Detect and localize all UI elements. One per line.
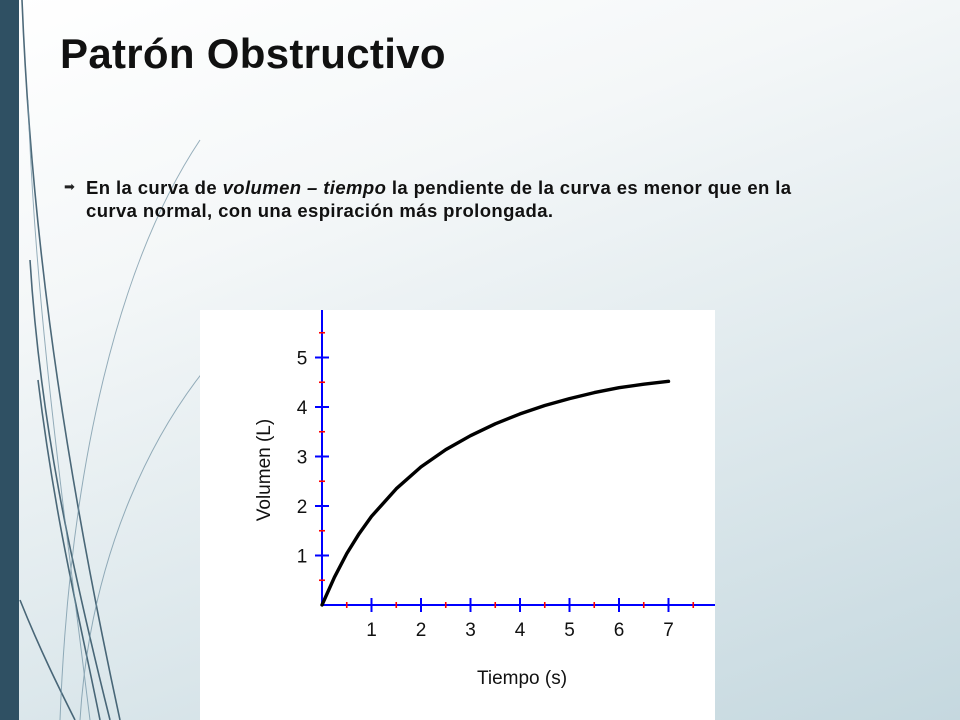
- bullet-text-part1: En la curva de: [86, 177, 223, 198]
- y-tick-label: 1: [297, 547, 308, 568]
- volume-time-chart: 1 2 3 4 5 1 2 3 4 5 6 7 Tiempo (s) Volumen (L): [254, 310, 715, 689]
- chart-axes: [321, 310, 715, 606]
- chart-container: 1 2 3 4 5 1 2 3 4 5 6 7 Tiempo (s) Volumen (L): [200, 310, 715, 720]
- chart-ticks: [315, 331, 695, 612]
- bullet-text: En la curva de volumen – tiempo la pendi…: [86, 176, 834, 222]
- decorative-curves: [19, 0, 241, 720]
- y-tick-label: 4: [297, 398, 308, 419]
- x-tick-label: 1: [366, 620, 377, 641]
- y-tick-label: 5: [297, 349, 308, 370]
- chart-tick-labels: 1 2 3 4 5 1 2 3 4 5 6 7: [297, 349, 674, 642]
- arrow-bullet-icon: ➡: [64, 179, 75, 194]
- x-tick-label: 7: [663, 620, 674, 641]
- slide-title: Patrón Obstructivo: [60, 30, 446, 77]
- y-tick-label: 3: [297, 448, 308, 469]
- x-tick-label: 5: [564, 620, 575, 641]
- x-tick-label: 4: [515, 620, 526, 641]
- bullet-text-part2: la pendiente de la curva es menor que en…: [86, 177, 792, 221]
- x-tick-label: 6: [614, 620, 625, 641]
- left-accent-bar: [0, 0, 19, 720]
- x-tick-label: 2: [416, 620, 427, 641]
- x-tick-label: 3: [465, 620, 476, 641]
- x-axis-label: Tiempo (s): [477, 668, 567, 689]
- y-tick-label: 2: [297, 497, 308, 518]
- bullet-item: ➡ En la curva de volumen – tiempo la pen…: [64, 176, 834, 222]
- bullet-text-italic: volumen – tiempo: [222, 177, 387, 198]
- volume-curve: [320, 379, 671, 607]
- y-axis-label: Volumen (L): [254, 419, 275, 521]
